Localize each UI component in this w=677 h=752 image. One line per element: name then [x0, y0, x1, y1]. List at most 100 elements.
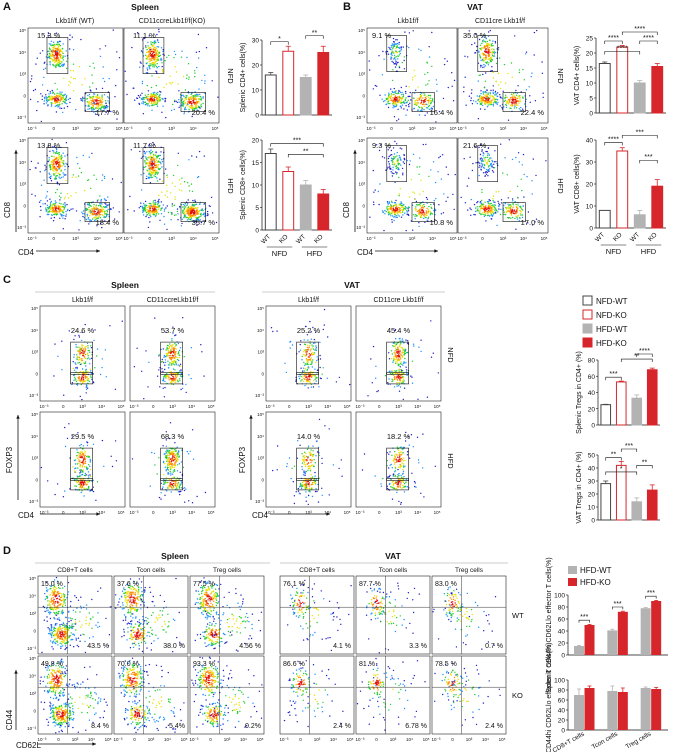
- event-dot: [60, 64, 63, 67]
- event-dot: [146, 48, 148, 51]
- y-tick-label: 0: [23, 203, 26, 208]
- x-tick-label: 0: [481, 126, 484, 131]
- gate-percent: 53.7 %: [161, 326, 185, 335]
- event-dot: [408, 207, 411, 209]
- event-dot: [79, 354, 81, 356]
- event-dot: [152, 159, 155, 161]
- event-dot: [424, 221, 426, 224]
- event-dot: [141, 82, 144, 85]
- event-dot: [152, 92, 154, 94]
- y-tick-label: 10³: [19, 182, 26, 187]
- event-dot: [50, 44, 52, 47]
- event-dot: [174, 66, 176, 68]
- event-dot: [106, 213, 108, 215]
- event-dot: [182, 206, 184, 208]
- event-dot: [487, 104, 489, 106]
- event-dot: [44, 67, 47, 70]
- event-dot: [58, 176, 60, 178]
- event-dot: [477, 118, 480, 120]
- event-dot: [403, 102, 406, 104]
- event-dot: [157, 213, 160, 215]
- event-dot: [431, 98, 433, 100]
- event-dot: [417, 102, 419, 104]
- event-dot: [482, 41, 484, 43]
- event-dot: [170, 349, 172, 351]
- event-dot: [93, 109, 95, 111]
- event-dot: [397, 108, 399, 111]
- event-dot: [49, 198, 51, 200]
- event-dot: [414, 75, 416, 77]
- event-dot: [152, 49, 154, 51]
- event-dot: [65, 162, 67, 165]
- event-dot: [476, 210, 478, 212]
- event-dot: [391, 201, 393, 204]
- event-dot: [485, 220, 487, 222]
- event-dot: [414, 215, 416, 217]
- event-dot: [89, 219, 91, 221]
- event-dot: [187, 182, 189, 184]
- event-dot: [401, 93, 403, 96]
- event-dot: [487, 92, 489, 94]
- event-dot: [62, 43, 64, 45]
- event-dot: [89, 65, 91, 68]
- event-dot: [148, 213, 150, 215]
- event-dot: [190, 217, 193, 219]
- event-dot: [82, 154, 85, 157]
- event-dot: [402, 95, 405, 97]
- event-dot: [187, 202, 189, 205]
- event-dot: [414, 103, 416, 106]
- event-dot: [142, 113, 145, 115]
- event-dot: [373, 191, 375, 193]
- event-dot: [489, 93, 492, 95]
- event-dot: [390, 93, 392, 95]
- event-dot: [61, 160, 63, 162]
- event-dot: [418, 212, 420, 214]
- event-dot: [490, 202, 492, 205]
- event-dot: [397, 158, 399, 160]
- event-dot: [463, 91, 465, 93]
- event-dot: [116, 69, 118, 71]
- y-axis-label: CD8: [3, 201, 12, 218]
- event-dot: [199, 98, 201, 100]
- event-dot: [155, 214, 157, 216]
- event-dot: [511, 209, 514, 211]
- event-dot: [46, 89, 49, 92]
- event-dot: [150, 171, 153, 173]
- event-dot: [369, 216, 371, 218]
- event-dot: [478, 51, 480, 53]
- event-dot: [66, 203, 68, 206]
- event-dot: [55, 152, 57, 154]
- event-dot: [192, 106, 194, 108]
- plot-frame: [129, 305, 216, 402]
- event-dot: [389, 208, 392, 210]
- event-dot: [382, 50, 384, 53]
- event-dot: [59, 55, 61, 57]
- event-dot: [174, 334, 176, 337]
- event-dot: [65, 50, 67, 52]
- event-dot: [451, 72, 453, 74]
- event-dot: [148, 61, 150, 63]
- event-dot: [61, 50, 63, 52]
- event-dot: [398, 98, 400, 101]
- event-dot: [84, 375, 87, 377]
- event-dot: [55, 95, 58, 97]
- event-dot: [157, 167, 159, 169]
- event-dot: [499, 94, 501, 96]
- event-dot: [479, 212, 481, 214]
- event-dot: [390, 95, 393, 97]
- event-dot: [104, 213, 106, 215]
- event-dot: [47, 105, 49, 107]
- event-dot: [206, 213, 209, 215]
- event-dot: [146, 209, 149, 211]
- event-dot: [80, 98, 82, 100]
- event-dot: [48, 95, 50, 98]
- column-header: CD11ccreLkb1f/f: [147, 297, 199, 304]
- event-dot: [394, 66, 397, 68]
- y-tick-label: 10⁵: [19, 28, 26, 33]
- event-dot: [402, 161, 404, 163]
- event-dot: [153, 97, 156, 99]
- event-dot: [486, 44, 488, 46]
- event-dot: [174, 369, 176, 371]
- event-dot: [392, 211, 394, 213]
- row-label: HFD: [556, 178, 565, 194]
